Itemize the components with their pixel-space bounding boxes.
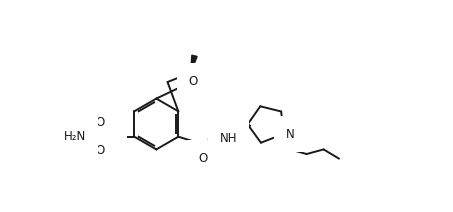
Text: N: N	[286, 127, 294, 141]
Text: O: O	[188, 75, 198, 88]
Text: NH: NH	[220, 132, 237, 145]
Text: O: O	[198, 152, 207, 165]
Text: S: S	[107, 130, 115, 143]
Polygon shape	[191, 55, 197, 73]
Text: O: O	[95, 144, 104, 157]
Text: O: O	[95, 116, 104, 129]
Text: H₂N: H₂N	[64, 130, 87, 143]
